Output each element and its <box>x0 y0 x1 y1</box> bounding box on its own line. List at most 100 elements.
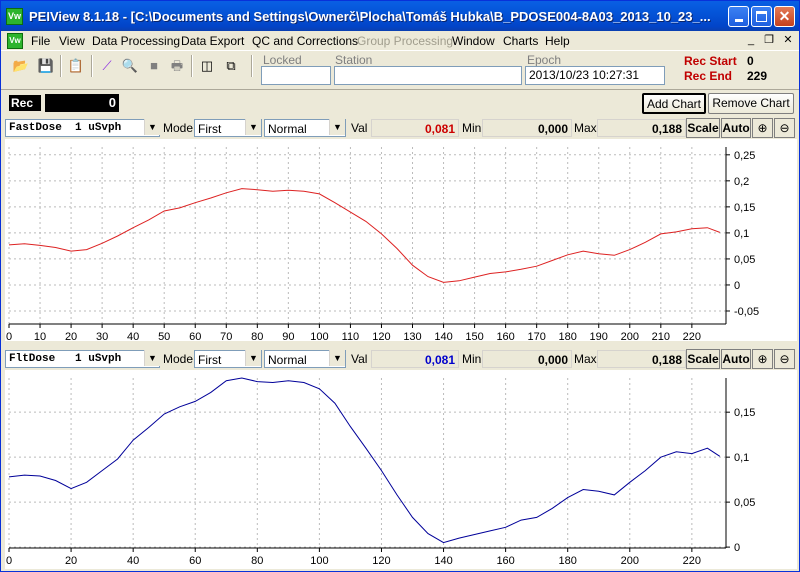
maximize-button[interactable] <box>751 6 772 27</box>
toolbar-separator <box>251 55 253 77</box>
save-icon[interactable]: 💾 <box>37 58 55 73</box>
menu-bar: Vw File View Data Processing Data Export… <box>1 31 799 51</box>
x-tick-label: 100 <box>310 555 328 567</box>
y-tick-label: 0,05 <box>734 254 755 266</box>
menu-group-processing[interactable]: Group Processing <box>357 34 454 48</box>
mdi-child-icon[interactable]: Vw <box>7 33 23 49</box>
x-tick-label: 210 <box>652 331 670 341</box>
tile-icon[interactable]: ◫ <box>200 58 214 73</box>
auto-button[interactable]: Auto <box>721 118 751 138</box>
zoom-icon[interactable]: 🔍 <box>121 58 139 73</box>
menu-help[interactable]: Help <box>545 34 570 48</box>
chevron-down-icon[interactable]: ▼ <box>245 350 261 366</box>
max-label: Max <box>574 121 597 135</box>
chevron-down-icon[interactable]: ▼ <box>144 350 160 366</box>
menu-charts[interactable]: Charts <box>503 34 539 48</box>
chevron-down-icon[interactable]: ▼ <box>144 119 160 135</box>
y-tick-label: 0 <box>734 280 740 292</box>
y-tick-label: 0,25 <box>734 150 755 162</box>
chevron-down-icon[interactable]: ▼ <box>329 350 345 366</box>
rec-value[interactable]: 0 <box>45 94 119 112</box>
y-tick-label: -0,05 <box>734 306 759 318</box>
zoom-in-icon[interactable]: ⊕ <box>752 118 773 138</box>
add-chart-button[interactable]: Add Chart <box>642 93 706 114</box>
x-tick-label: 160 <box>496 555 514 567</box>
rec-end-label: Rec End <box>684 69 733 83</box>
app-icon[interactable]: Vw <box>6 8 23 25</box>
locked-field[interactable] <box>261 66 331 85</box>
x-tick-label: 50 <box>158 331 170 341</box>
properties-icon[interactable]: 📋 <box>67 58 85 73</box>
x-tick-label: 180 <box>559 331 577 341</box>
close-button[interactable]: ✕ <box>774 6 795 27</box>
maximize-icon <box>756 11 767 22</box>
menu-qc-corrections[interactable]: QC and Corrections <box>252 34 359 48</box>
rec-start-label: Rec Start <box>684 54 737 68</box>
chart1-panel[interactable]: 0 10 20 30 40 50 60 70 80 90 100 110 120 130 140 150 160… <box>5 139 797 343</box>
channel-select[interactable]: FltDose 1 uSvph <box>5 350 160 368</box>
channel-select[interactable]: FastDose 1 uSvph <box>5 119 160 137</box>
mdi-close-icon[interactable]: ✕ <box>783 34 793 46</box>
y-tick-label: 0,15 <box>734 202 755 214</box>
min-value: 0,000 <box>482 350 572 368</box>
toolbar-separator <box>91 55 93 77</box>
x-tick-label: 60 <box>189 555 201 567</box>
menu-window[interactable]: Window <box>452 34 495 48</box>
menu-view[interactable]: View <box>59 34 85 48</box>
x-tick-label: 30 <box>96 331 108 341</box>
min-value: 0,000 <box>482 119 572 137</box>
mdi-minimize-icon[interactable]: _ <box>747 34 755 46</box>
open-folder-icon[interactable]: 📂 <box>12 58 30 73</box>
x-tick-label: 120 <box>372 555 390 567</box>
min-label: Min <box>462 352 482 366</box>
menu-data-processing[interactable]: Data Processing <box>92 34 181 48</box>
x-tick-label: 60 <box>189 331 201 341</box>
rec-end-value: 229 <box>747 69 768 83</box>
x-tick-label: 120 <box>372 331 390 341</box>
menu-data-export[interactable]: Data Export <box>181 34 245 48</box>
x-tick-label: 180 <box>559 555 577 567</box>
locked-label: Locked <box>263 53 302 67</box>
chevron-down-icon[interactable]: ▼ <box>329 119 345 135</box>
mdi-restore-icon[interactable]: ❐ <box>764 34 774 46</box>
fltdose-chart[interactable]: 0 20 40 60 80 100 120 140 160 180 200 220 0 0,05 0,1 0,… <box>5 370 797 569</box>
zoom-out-icon[interactable]: ⊖ <box>774 349 795 369</box>
epoch-field[interactable]: 2013/10/23 10:27:31 <box>525 66 665 85</box>
menu-file[interactable]: File <box>31 34 51 48</box>
remove-chart-button[interactable]: Remove Chart <box>708 93 794 114</box>
x-tick-label: 90 <box>282 331 294 341</box>
x-tick-label: 200 <box>621 331 639 341</box>
cascade-icon[interactable]: ⧉ <box>226 58 236 73</box>
stop-icon[interactable]: ■ <box>150 58 158 73</box>
normal-select[interactable]: Normal <box>264 119 346 137</box>
zoom-in-icon[interactable]: ⊕ <box>752 349 773 369</box>
station-label: Station <box>335 53 373 67</box>
max-value: 0,188 <box>597 119 686 137</box>
title-bar[interactable]: Vw PEIView 8.1.18 - [C:\Documents and Se… <box>1 1 799 31</box>
max-value: 0,188 <box>597 350 686 368</box>
scale-button[interactable]: Scale <box>686 349 720 369</box>
max-label: Max <box>574 352 597 366</box>
fastdose-chart[interactable]: 0 10 20 30 40 50 60 70 80 90 100 110 120 130 140 150 160… <box>5 139 797 343</box>
chart-line-icon[interactable]: ⟋ <box>102 58 112 73</box>
chart2-panel[interactable]: 0 20 40 60 80 100 120 140 160 180 200 220 0 0,05 0,1 0,… <box>5 370 797 569</box>
zoom-out-icon[interactable]: ⊖ <box>774 118 795 138</box>
chart1-controls: FastDose 1 uSvph ▼ Mode First ▼ Normal ▼… <box>5 118 797 138</box>
x-tick-label: 160 <box>496 331 514 341</box>
normal-select[interactable]: Normal <box>264 350 346 368</box>
val-label: Val <box>351 352 368 366</box>
chart2-controls: FltDose 1 uSvph ▼ Mode First ▼ Normal ▼ … <box>5 349 797 369</box>
x-tick-label: 40 <box>127 331 139 341</box>
x-tick-label: 110 <box>342 331 360 341</box>
minimize-button[interactable] <box>728 6 749 27</box>
print-icon[interactable]: 🖶 <box>170 58 184 73</box>
station-field[interactable] <box>334 66 522 85</box>
rec-start-value: 0 <box>747 54 754 68</box>
toolbar: 📂 💾 📋 ⟋ 🔍 ■ 🖶 ◫ ⧉ Locked Station Epoch 2… <box>1 52 799 90</box>
auto-button[interactable]: Auto <box>721 349 751 369</box>
x-tick-label: 70 <box>220 331 232 341</box>
scale-button[interactable]: Scale <box>686 118 720 138</box>
minimize-icon <box>734 19 743 22</box>
chevron-down-icon[interactable]: ▼ <box>245 119 261 135</box>
mode-label: Mode <box>163 352 194 366</box>
